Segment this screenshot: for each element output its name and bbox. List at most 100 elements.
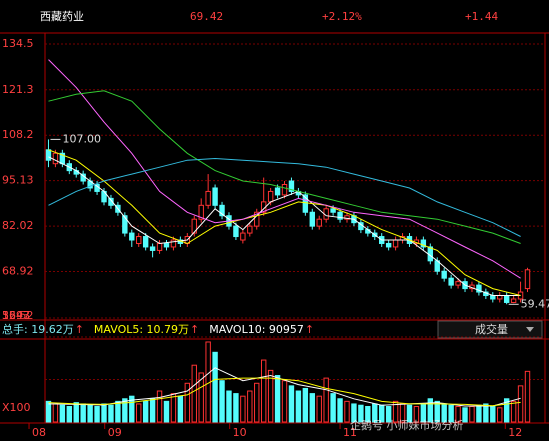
volume-bar (108, 404, 114, 423)
ma-line (48, 149, 521, 296)
volume-bar (177, 395, 184, 423)
volume-bar (212, 351, 218, 423)
change: +1.44 (465, 10, 498, 23)
legend-arrow: ↑ (190, 323, 199, 336)
price: 69.42 (190, 10, 223, 23)
volume-bar (184, 382, 191, 423)
y-tick-label: 82.02 (2, 219, 34, 232)
x-tick-label: 12 (508, 426, 522, 439)
volume-bar (295, 390, 302, 423)
volume-bar (281, 380, 288, 423)
candle-body (170, 239, 177, 248)
candle-body (108, 197, 114, 206)
volume-bar (101, 403, 107, 423)
candle-body (302, 194, 309, 213)
volume-bar (406, 404, 413, 423)
volume-bar (316, 395, 322, 423)
volume-bar (302, 387, 309, 423)
candle-body (142, 236, 149, 248)
annotation: 107.00 (62, 132, 101, 145)
volume-bar (462, 407, 468, 423)
candle-body (267, 190, 274, 203)
volume-bar (448, 404, 454, 423)
volume-bar (524, 370, 531, 423)
volume-bar (129, 395, 135, 423)
candle-body (191, 218, 197, 234)
volume-bar (392, 400, 399, 423)
indicator-dropdown[interactable] (437, 320, 543, 339)
y-tick-label: 134.5 (2, 37, 34, 50)
candle-body (420, 239, 427, 248)
volume-bar (385, 406, 392, 423)
volume-bar (163, 400, 170, 423)
legend-entry: MAVOL5: 10.79万 (94, 323, 189, 336)
y-tick-label: 1647 (2, 309, 30, 322)
volume-bar (483, 403, 489, 423)
dropdown-arrow[interactable] (526, 327, 534, 332)
candle-body (45, 149, 52, 161)
candle-body (392, 239, 399, 248)
stock-name: 西藏药业 (40, 10, 84, 23)
legend-entry: 总手: 19.62万 (2, 322, 74, 336)
ma-line (48, 377, 521, 407)
volume-bar (455, 406, 461, 423)
volume-bar (247, 390, 253, 423)
candle-body (503, 295, 510, 303)
candle-body (52, 152, 59, 165)
ma-line (48, 367, 521, 407)
candle-body (309, 211, 315, 227)
candle-body (337, 211, 343, 220)
y-tick-label: 55.52 (2, 309, 34, 322)
legend-arrow: ↑ (75, 323, 84, 336)
indicator-name[interactable]: 成交量 (475, 322, 508, 336)
annotation: 59.47 (521, 297, 549, 310)
ma-line (48, 157, 521, 237)
y-tick-label: 3293 (2, 309, 30, 322)
volume-bar (170, 393, 177, 423)
candle-body (316, 218, 322, 227)
volume-bar (240, 395, 246, 423)
volume-bar (80, 403, 86, 423)
candle-body (163, 242, 170, 248)
x-tick-label: 10 (233, 426, 247, 439)
volume-bar (156, 390, 163, 423)
x-tick-label: 11 (343, 426, 357, 439)
candle-body (455, 281, 461, 286)
candle-body (448, 277, 454, 286)
volume-bar (503, 398, 510, 423)
volume-bar (226, 390, 232, 423)
candle-body (240, 232, 246, 241)
volume-bar (94, 406, 100, 423)
volume-unit: X100 (2, 401, 31, 414)
volume-bar (309, 393, 315, 423)
volume-bar (66, 406, 72, 423)
candle-body (274, 187, 281, 196)
candle-body (205, 190, 211, 206)
candle-body (129, 232, 135, 241)
volume-bar (219, 380, 225, 423)
y-tick-label: 108.2 (2, 128, 34, 141)
candle-body (524, 269, 531, 290)
candle-body (510, 298, 517, 303)
legend-arrow: ↑ (305, 323, 314, 336)
volume-bar (149, 398, 156, 423)
volume-bar (260, 359, 267, 423)
candle-body (490, 295, 496, 300)
volume-bar (490, 406, 496, 423)
volume-bar (469, 406, 475, 423)
volume-bar (52, 403, 59, 423)
candle-body (247, 225, 253, 234)
volume-bar (45, 400, 52, 423)
volume-bar (476, 404, 482, 423)
volume-bar (365, 406, 371, 423)
volume-bar (87, 404, 93, 423)
change-pct: +2.12% (322, 10, 362, 23)
candle-body (254, 211, 260, 227)
candle-body (122, 215, 128, 234)
volume-bar (358, 404, 364, 423)
candle-body (330, 208, 336, 213)
ma-line (48, 90, 521, 244)
